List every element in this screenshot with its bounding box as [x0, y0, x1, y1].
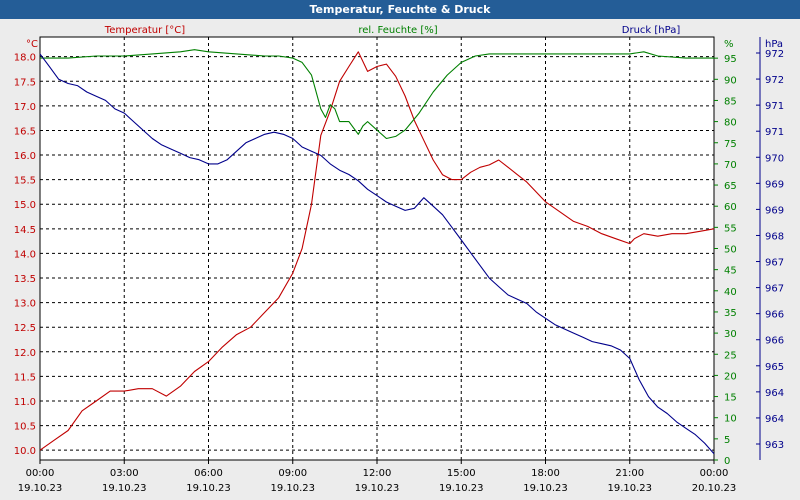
- humidity-tick-label: 80: [724, 118, 737, 129]
- temperature-tick-label: 14.5: [14, 225, 36, 236]
- humidity-tick-label: 55: [724, 223, 737, 234]
- temperature-axis-label: Temperatur [°C]: [104, 25, 185, 36]
- series-layer: [39, 49, 715, 455]
- pressure-tick-label: 971: [765, 101, 784, 112]
- humidity-tick-label: 40: [724, 287, 737, 298]
- temperature-tick-label: 11.5: [14, 372, 36, 383]
- x-tick-time: 06:00: [194, 468, 223, 479]
- humidity-tick-label: 5: [724, 435, 730, 446]
- pressure-tick-label: 971: [765, 127, 784, 138]
- humidity-tick-label: 70: [724, 160, 737, 171]
- x-tick-time: 21:00: [615, 468, 644, 479]
- x-tick-date: 19.10.23: [18, 483, 63, 494]
- pressure-tick-label: 967: [765, 284, 784, 295]
- temperature-tick-label: 16.0: [14, 151, 36, 162]
- temperature-tick-label: 17.5: [14, 77, 36, 88]
- humidity-tick-label: 30: [724, 329, 737, 340]
- humidity-tick-label: 65: [724, 181, 737, 192]
- temperature-tick-label: 12.0: [14, 348, 36, 359]
- x-tick-date: 19.10.23: [607, 483, 652, 494]
- x-tick-time: 00:00: [26, 468, 55, 479]
- x-tick-date: 19.10.23: [523, 483, 568, 494]
- temperature-series-line: [39, 51, 715, 451]
- x-tick-date: 20.10.23: [692, 483, 737, 494]
- pressure-tick-label: 967: [765, 258, 784, 269]
- humidity-tick-label: 0: [724, 456, 730, 467]
- temperature-tick-label: 17.0: [14, 102, 36, 113]
- temperature-tick-label: 13.0: [14, 299, 36, 310]
- pressure-series-line: [39, 53, 715, 455]
- temperature-unit: °C: [26, 39, 38, 50]
- humidity-tick-label: 85: [724, 96, 737, 107]
- temperature-tick-label: 13.5: [14, 274, 36, 285]
- pressure-unit: hPa: [765, 39, 783, 50]
- temperature-tick-label: 14.0: [14, 249, 36, 260]
- temperature-tick-label: 11.0: [14, 397, 36, 408]
- temperature-tick-label: 10.0: [14, 446, 36, 457]
- humidity-tick-label: 25: [724, 350, 737, 361]
- humidity-tick-label: 15: [724, 393, 737, 404]
- x-tick-date: 19.10.23: [270, 483, 315, 494]
- x-tick-date: 19.10.23: [186, 483, 231, 494]
- x-tick-time: 18:00: [531, 468, 560, 479]
- pressure-tick-label: 965: [765, 362, 784, 373]
- pressure-tick-label: 972: [765, 49, 784, 60]
- humidity-tick-label: 50: [724, 245, 737, 256]
- humidity-tick-label: 45: [724, 266, 737, 277]
- pressure-tick-label: 968: [765, 231, 784, 242]
- humidity-tick-label: 35: [724, 308, 737, 319]
- x-tick-time: 15:00: [447, 468, 476, 479]
- humidity-tick-label: 90: [724, 75, 737, 86]
- pressure-axis-label: Druck [hPa]: [622, 25, 681, 36]
- humidity-axis-label: rel. Feuchte [%]: [358, 25, 437, 36]
- pressure-tick-label: 963: [765, 440, 784, 451]
- pressure-tick-label: 964: [765, 388, 784, 399]
- pressure-tick-label: 969: [765, 205, 784, 216]
- pressure-tick-label: 969: [765, 179, 784, 190]
- x-tick-time: 00:00: [700, 468, 729, 479]
- temperature-tick-label: 12.5: [14, 323, 36, 334]
- x-tick-date: 19.10.23: [439, 483, 484, 494]
- x-tick-date: 19.10.23: [102, 483, 147, 494]
- temperature-tick-label: 10.5: [14, 422, 36, 433]
- temperature-tick-label: 16.5: [14, 126, 36, 137]
- humidity-series-line: [40, 49, 714, 140]
- temperature-tick-label: 15.5: [14, 176, 36, 187]
- humidity-tick-label: 60: [724, 202, 737, 213]
- humidity-unit: %: [724, 39, 734, 50]
- temperature-tick-label: 18.0: [14, 53, 36, 64]
- axes-layer: °C % hPa Temperatur [°C] rel. Feuchte [%…: [14, 25, 784, 494]
- humidity-tick-label: 20: [724, 371, 737, 382]
- temperature-tick-label: 15.0: [14, 200, 36, 211]
- humidity-tick-label: 75: [724, 139, 737, 150]
- x-tick-time: 09:00: [278, 468, 307, 479]
- pressure-tick-label: 966: [765, 310, 784, 321]
- pressure-tick-label: 966: [765, 336, 784, 347]
- x-tick-date: 19.10.23: [355, 483, 400, 494]
- x-tick-time: 12:00: [363, 468, 392, 479]
- pressure-tick-label: 964: [765, 414, 784, 425]
- x-tick-time: 03:00: [110, 468, 139, 479]
- chart-title: Temperatur, Feuchte & Druck: [0, 0, 800, 19]
- pressure-tick-label: 970: [765, 153, 784, 164]
- humidity-tick-label: 95: [724, 54, 737, 65]
- humidity-tick-label: 10: [724, 414, 737, 425]
- pressure-tick-label: 972: [765, 75, 784, 86]
